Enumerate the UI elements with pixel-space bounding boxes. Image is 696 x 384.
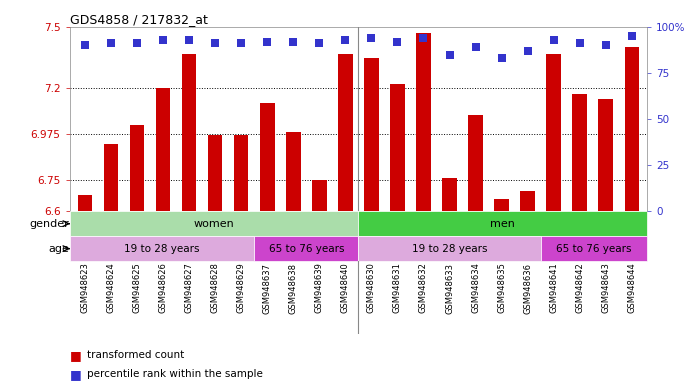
Text: GSM948634: GSM948634 <box>471 263 480 313</box>
Bar <box>234 136 248 211</box>
Point <box>209 40 221 46</box>
Bar <box>521 191 535 211</box>
Text: GDS4858 / 217832_at: GDS4858 / 217832_at <box>70 13 207 26</box>
Point <box>574 40 585 46</box>
Bar <box>364 58 379 211</box>
Bar <box>541 236 647 261</box>
Point <box>288 38 299 45</box>
Text: GSM948627: GSM948627 <box>185 263 193 313</box>
Text: ■: ■ <box>70 349 81 362</box>
Text: GSM948629: GSM948629 <box>237 263 246 313</box>
Text: 65 to 76 years: 65 to 76 years <box>556 243 632 254</box>
Bar <box>338 53 353 211</box>
Point <box>392 38 403 45</box>
Text: GSM948640: GSM948640 <box>341 263 350 313</box>
Point <box>548 37 559 43</box>
Bar <box>260 103 274 211</box>
Bar <box>313 180 326 211</box>
Bar <box>573 94 587 211</box>
Text: GSM948631: GSM948631 <box>393 263 402 313</box>
Point <box>314 40 325 46</box>
Text: GSM948632: GSM948632 <box>419 263 428 313</box>
Bar <box>546 53 561 211</box>
Text: men: men <box>491 218 515 229</box>
Point <box>522 48 533 54</box>
Text: transformed count: transformed count <box>87 350 184 360</box>
Bar <box>254 236 358 261</box>
Bar <box>70 211 358 236</box>
Point <box>418 35 429 41</box>
Bar <box>624 47 639 211</box>
Point <box>184 37 195 43</box>
Bar <box>130 125 144 211</box>
Bar <box>494 199 509 211</box>
Bar <box>104 144 118 211</box>
Point <box>236 40 247 46</box>
Bar <box>70 236 254 261</box>
Bar <box>599 99 612 211</box>
Bar <box>78 195 93 211</box>
Point <box>496 55 507 61</box>
Bar <box>443 179 457 211</box>
Point <box>340 37 351 43</box>
Text: GSM948633: GSM948633 <box>445 263 454 314</box>
Point <box>626 33 638 39</box>
Text: 19 to 28 years: 19 to 28 years <box>124 243 200 254</box>
Text: GSM948644: GSM948644 <box>627 263 636 313</box>
Text: GSM948624: GSM948624 <box>106 263 116 313</box>
Text: GSM948626: GSM948626 <box>159 263 168 313</box>
Bar <box>416 33 431 211</box>
Point <box>132 40 143 46</box>
Bar <box>182 53 196 211</box>
Text: 65 to 76 years: 65 to 76 years <box>269 243 344 254</box>
Text: GSM948625: GSM948625 <box>133 263 142 313</box>
Bar <box>358 211 647 236</box>
Point <box>106 40 117 46</box>
Bar <box>358 236 541 261</box>
Text: GSM948623: GSM948623 <box>81 263 90 313</box>
Text: GSM948638: GSM948638 <box>289 263 298 314</box>
Text: GSM948643: GSM948643 <box>601 263 610 313</box>
Text: GSM948639: GSM948639 <box>315 263 324 313</box>
Point <box>470 44 481 50</box>
Point <box>158 37 169 43</box>
Bar <box>156 88 171 211</box>
Point <box>600 42 611 48</box>
Text: GSM948628: GSM948628 <box>211 263 220 313</box>
Text: GSM948641: GSM948641 <box>549 263 558 313</box>
Text: age: age <box>48 243 69 254</box>
Text: gender: gender <box>29 218 69 229</box>
Point <box>79 42 90 48</box>
Text: GSM948642: GSM948642 <box>575 263 584 313</box>
Point <box>444 51 455 58</box>
Text: ■: ■ <box>70 368 81 381</box>
Text: GSM948637: GSM948637 <box>263 263 272 314</box>
Bar <box>286 132 301 211</box>
Bar <box>208 136 223 211</box>
Bar <box>468 115 483 211</box>
Text: GSM948635: GSM948635 <box>497 263 506 313</box>
Text: GSM948630: GSM948630 <box>367 263 376 313</box>
Point <box>262 38 273 45</box>
Text: 19 to 28 years: 19 to 28 years <box>412 243 487 254</box>
Bar <box>390 84 404 211</box>
Text: GSM948636: GSM948636 <box>523 263 532 314</box>
Point <box>366 35 377 41</box>
Text: women: women <box>193 218 235 229</box>
Text: percentile rank within the sample: percentile rank within the sample <box>87 369 263 379</box>
